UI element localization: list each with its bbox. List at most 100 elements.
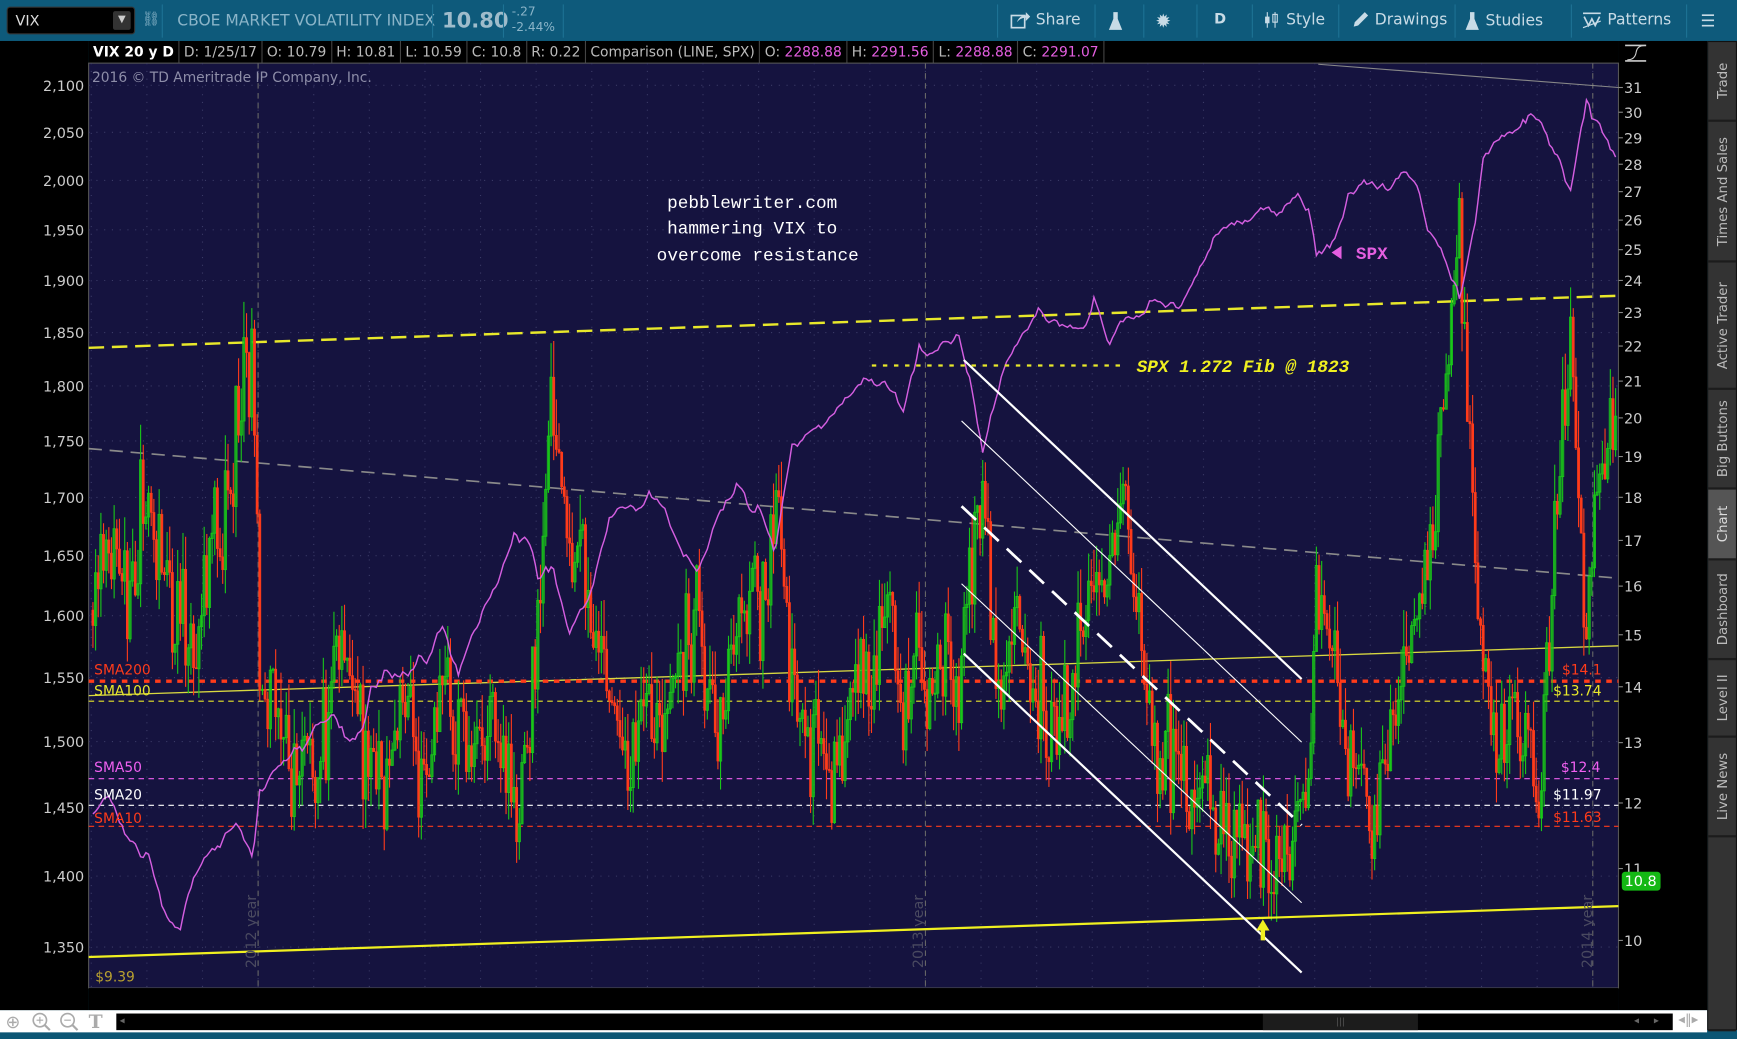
- sidebar-tab-big-buttons[interactable]: Big Buttons: [1708, 389, 1736, 490]
- candle-body: [1304, 791, 1308, 808]
- annotation-line-1: pebblewriter.com: [667, 194, 837, 214]
- candle-body: [430, 754, 434, 778]
- vix-candle: [1211, 794, 1215, 812]
- scroll-left-icon[interactable]: ◂: [119, 1015, 125, 1027]
- candle-body: [1005, 671, 1009, 677]
- candle-body: [552, 376, 556, 436]
- candle-body: [1518, 736, 1522, 762]
- crosshair-icon[interactable]: ⊕: [5, 1011, 21, 1033]
- settings-button[interactable]: ✹: [1155, 11, 1171, 33]
- drawings-button[interactable]: Drawings: [1351, 11, 1447, 29]
- candle-body: [1243, 824, 1247, 838]
- plot-area[interactable]: [88, 62, 1620, 989]
- channel-lower-line[interactable]: [963, 652, 1303, 974]
- candle-body: [110, 552, 113, 580]
- candle-body: [115, 528, 119, 550]
- patterns-button[interactable]: Patterns: [1582, 11, 1671, 29]
- vix-candle: [1206, 738, 1210, 801]
- vix-candle: [1402, 610, 1406, 714]
- candle-body: [1280, 858, 1284, 872]
- scrollbar-thumb[interactable]: |||: [1262, 1013, 1418, 1031]
- candle-body: [1227, 803, 1231, 857]
- menu-button[interactable]: ☰: [1700, 11, 1715, 31]
- channel-median-line[interactable]: [960, 505, 1303, 827]
- scroll-right-icon[interactable]: ▸: [1653, 1015, 1659, 1027]
- vix-candle: [160, 509, 164, 575]
- candle-body: [528, 746, 532, 753]
- candle-body: [862, 638, 865, 694]
- left-axis-tick: 2,000: [43, 174, 84, 190]
- share-button[interactable]: Share: [1010, 11, 1081, 29]
- candle-body: [308, 738, 312, 746]
- vix-candle: [1590, 561, 1594, 596]
- vix-candle: [1285, 794, 1289, 872]
- vix-candle: [655, 676, 659, 751]
- vix-candle: [928, 667, 932, 731]
- fit-study-icon[interactable]: [1625, 44, 1647, 62]
- candle-body: [668, 691, 672, 710]
- style-button[interactable]: Style: [1263, 11, 1325, 29]
- candle-body: [1089, 580, 1093, 586]
- sidebar-tab-dashboard[interactable]: Dashboard: [1708, 560, 1736, 661]
- symbol-value: VIX: [15, 13, 40, 30]
- candle-body: [1124, 483, 1128, 487]
- vix-candle: [1524, 691, 1528, 775]
- zoom-in-icon[interactable]: [31, 1011, 53, 1031]
- candle-body: [372, 748, 376, 752]
- candle-body: [1433, 531, 1438, 551]
- candle-body: [817, 699, 820, 744]
- vix-candle: [1513, 679, 1517, 702]
- vix-candle: [364, 704, 368, 828]
- candle-body: [766, 599, 770, 606]
- channel-inner-lower-line[interactable]: [961, 583, 1303, 904]
- vix-candle: [380, 740, 383, 780]
- studies-button[interactable]: Studies: [1464, 11, 1543, 31]
- vix-candle: [1267, 814, 1271, 918]
- candle-body: [1418, 593, 1422, 620]
- channel-inner-upper-line[interactable]: [961, 420, 1303, 743]
- aggregation-button[interactable]: D: [1214, 11, 1226, 28]
- scroll-left-arrow-icon[interactable]: ◂: [1633, 1015, 1639, 1027]
- support-trendline[interactable]: [88, 904, 1619, 959]
- candle-body: [419, 758, 423, 818]
- arrow-up-icon: [1256, 919, 1270, 941]
- time-scrollbar[interactable]: ◂ ◂ ▸: [116, 1013, 1673, 1031]
- sidebar-tab-live-news[interactable]: Live News: [1708, 737, 1736, 838]
- vix-candle: [1592, 470, 1596, 578]
- candle-body: [271, 668, 275, 671]
- gray-top-trendline[interactable]: [1318, 63, 1619, 89]
- vix-candle: [914, 591, 919, 680]
- flask-button[interactable]: [1108, 11, 1124, 31]
- vix-candle: [517, 807, 521, 860]
- sidebar-tab-trade[interactable]: Trade: [1708, 42, 1736, 122]
- candle-body: [284, 714, 288, 739]
- sidebar-tab-times-and-sales[interactable]: Times And Sales: [1708, 121, 1736, 263]
- candle-body: [944, 613, 948, 697]
- chevron-down-icon[interactable]: ▼: [112, 11, 131, 30]
- candle-body: [1561, 389, 1565, 478]
- candle-body: [234, 385, 238, 507]
- sidebar-tab-level-ii[interactable]: Level II: [1708, 660, 1736, 738]
- candle-body: [840, 735, 844, 781]
- candle-body: [1476, 562, 1480, 620]
- middle-yellow-trendline[interactable]: [88, 645, 1619, 697]
- candle-body: [1484, 658, 1488, 672]
- candle-body: [1171, 728, 1175, 814]
- text-tool-icon[interactable]: T: [88, 1011, 103, 1034]
- vix-candle: [141, 444, 145, 551]
- link-icon[interactable]: ⛓: [141, 11, 161, 28]
- pan-handle-icon[interactable]: ◂‖▸: [1678, 1011, 1699, 1027]
- gray-dashed-trendline[interactable]: [88, 447, 1619, 580]
- channel-upper-line[interactable]: [963, 359, 1303, 680]
- sidebar-tab-active-trader[interactable]: Active Trader: [1708, 262, 1736, 390]
- candlestick-icon: [1265, 12, 1278, 28]
- candle-body: [1521, 755, 1525, 762]
- zoom-out-icon[interactable]: [59, 1011, 81, 1031]
- symbol-selector[interactable]: VIX ▼: [6, 6, 136, 35]
- vix-candle: [149, 486, 153, 527]
- vix-candle: [1505, 729, 1509, 789]
- sidebar-tab-chart[interactable]: Chart: [1708, 489, 1736, 561]
- vix-candle: [777, 464, 781, 503]
- candle-body: [1566, 388, 1570, 426]
